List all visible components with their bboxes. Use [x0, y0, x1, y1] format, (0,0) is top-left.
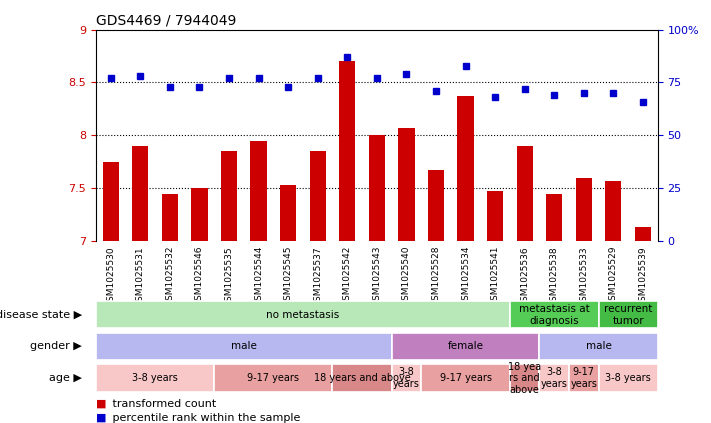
Text: 18 yea
rs and
above: 18 yea rs and above — [508, 362, 541, 395]
Bar — [132, 146, 149, 241]
Bar — [457, 96, 474, 241]
Bar — [214, 365, 333, 392]
Text: male: male — [586, 341, 611, 352]
Text: 9-17 years: 9-17 years — [247, 373, 299, 383]
Text: percentile rank within the sample: percentile rank within the sample — [109, 412, 300, 423]
Bar — [546, 194, 562, 241]
Text: GDS4469 / 7944049: GDS4469 / 7944049 — [96, 14, 236, 27]
Bar — [510, 365, 540, 392]
Bar — [569, 365, 599, 392]
Text: 3-8
years: 3-8 years — [393, 367, 419, 389]
Text: 3-8 years: 3-8 years — [132, 373, 178, 383]
Bar — [428, 170, 444, 241]
Bar — [576, 178, 592, 241]
Text: ■: ■ — [96, 412, 107, 423]
Bar — [102, 162, 119, 241]
Text: male: male — [231, 341, 257, 352]
Bar — [599, 301, 658, 328]
Text: 18 years and above: 18 years and above — [314, 373, 410, 383]
Bar — [339, 61, 356, 241]
Bar — [487, 192, 503, 241]
Bar — [516, 146, 533, 241]
Text: 9-17
years: 9-17 years — [570, 367, 597, 389]
Bar — [392, 365, 421, 392]
Bar — [510, 301, 599, 328]
Bar — [333, 365, 392, 392]
Text: 3-8
years: 3-8 years — [541, 367, 567, 389]
Text: transformed count: transformed count — [109, 399, 216, 409]
Bar — [96, 301, 510, 328]
Bar — [605, 181, 621, 241]
Bar — [309, 151, 326, 241]
Bar — [421, 365, 510, 392]
Text: metastasis at
diagnosis: metastasis at diagnosis — [519, 304, 589, 326]
Text: ■: ■ — [96, 399, 107, 409]
Bar — [392, 333, 540, 360]
Bar — [540, 365, 569, 392]
Bar — [96, 333, 392, 360]
Bar — [369, 135, 385, 241]
Text: gender ▶: gender ▶ — [30, 341, 82, 352]
Bar — [398, 128, 415, 241]
Bar — [599, 365, 658, 392]
Bar — [96, 365, 214, 392]
Text: no metastasis: no metastasis — [267, 310, 340, 320]
Bar — [250, 141, 267, 241]
Text: recurrent
tumor: recurrent tumor — [604, 304, 652, 326]
Text: age ▶: age ▶ — [49, 373, 82, 383]
Bar — [162, 194, 178, 241]
Text: female: female — [447, 341, 483, 352]
Bar — [635, 228, 651, 241]
Text: 9-17 years: 9-17 years — [439, 373, 491, 383]
Bar — [221, 151, 237, 241]
Bar — [540, 333, 658, 360]
Text: disease state ▶: disease state ▶ — [0, 310, 82, 320]
Text: 3-8 years: 3-8 years — [605, 373, 651, 383]
Bar — [191, 188, 208, 241]
Bar — [280, 185, 296, 241]
